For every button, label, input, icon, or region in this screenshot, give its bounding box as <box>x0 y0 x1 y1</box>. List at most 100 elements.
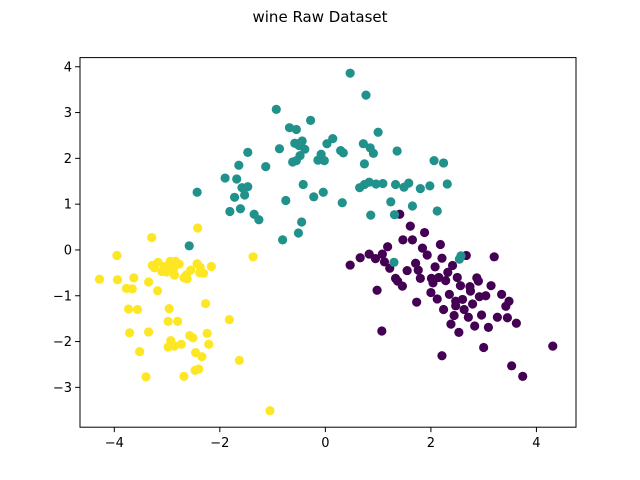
x-tick-label: −2 <box>210 436 229 451</box>
scatter-point <box>144 327 154 337</box>
scatter-point <box>204 339 214 349</box>
scatter-point <box>456 251 466 261</box>
scatter-point <box>355 253 365 263</box>
scatter-point <box>465 282 475 292</box>
scatter-point <box>430 262 440 272</box>
y-tick-label: −1 <box>53 289 72 304</box>
scatter-point <box>473 276 483 286</box>
scatter-point <box>371 179 381 189</box>
scatter-point <box>224 314 234 325</box>
scatter-point <box>163 342 173 352</box>
scatter-point <box>481 291 491 301</box>
scatter-point <box>309 192 319 202</box>
scatter-point <box>112 250 122 261</box>
scatter-point <box>402 265 412 276</box>
scatter-point <box>377 326 387 336</box>
scatter-point <box>437 253 447 263</box>
scatter-point <box>434 272 444 283</box>
scatter-point <box>359 159 370 169</box>
scatter-point <box>297 217 307 227</box>
scatter-point <box>463 312 473 322</box>
scatter-point <box>417 243 428 253</box>
scatter-point <box>232 174 242 184</box>
scatter-point <box>163 316 173 326</box>
x-axis: −4 −2 0 2 4 <box>105 427 541 451</box>
scatter-point <box>198 268 209 278</box>
y-tick-label: −3 <box>53 381 72 396</box>
scatter-point <box>486 281 496 291</box>
scatter-point <box>441 276 451 286</box>
scatter-point <box>202 328 212 338</box>
scatter-point <box>254 215 264 225</box>
scatter-point <box>548 341 558 351</box>
scatter-point <box>358 139 368 149</box>
scatter-point <box>366 210 376 220</box>
scatter-point <box>449 310 459 321</box>
scatter-point <box>379 257 390 267</box>
scatter-point <box>293 228 304 238</box>
scatter-point <box>389 257 399 267</box>
scatter-point <box>271 104 281 114</box>
scatter-point <box>435 239 445 250</box>
scatter-point <box>451 301 461 311</box>
scatter-point <box>225 206 235 217</box>
scatter-point <box>192 187 202 197</box>
scatter-point <box>132 304 143 315</box>
scatter-point <box>197 352 207 362</box>
scatter-point <box>243 182 253 192</box>
scatter-point <box>459 304 469 315</box>
scatter-point <box>135 347 145 357</box>
scatter-point <box>200 298 211 309</box>
scatter-point <box>386 197 396 207</box>
scatter-point <box>123 304 134 314</box>
scatter-point <box>240 190 250 200</box>
scatter-point <box>426 287 436 298</box>
scatter-point <box>511 318 521 328</box>
scatter-point <box>378 178 388 189</box>
scatter-point <box>370 254 381 264</box>
scatter-point <box>141 372 151 382</box>
scatter-point <box>361 90 371 100</box>
scatter-point <box>318 187 328 197</box>
scatter-point <box>412 297 422 307</box>
scatter-point <box>489 252 499 262</box>
scatter-point <box>125 328 135 338</box>
scatter-point <box>345 260 355 270</box>
scatter-point <box>291 156 301 166</box>
scatter-point <box>373 127 383 137</box>
scatter-point <box>444 289 454 299</box>
scatter-point <box>173 316 183 326</box>
scatter-point <box>507 361 517 371</box>
scatter-point <box>337 198 347 208</box>
points-layer <box>94 68 558 416</box>
scatter-point <box>415 183 425 194</box>
scatter-point <box>274 144 285 154</box>
scatter-point <box>457 294 468 305</box>
scatter-point <box>147 232 157 243</box>
scatter-point <box>234 160 244 170</box>
scatter-point <box>398 235 408 245</box>
scatter-point <box>452 272 462 283</box>
scatter-point <box>455 281 466 291</box>
scatter-point <box>206 261 216 272</box>
scatter-point <box>190 365 200 376</box>
scatter-point <box>497 289 507 299</box>
scatter-point <box>243 147 253 157</box>
scatter-point <box>479 342 489 353</box>
scatter-point <box>235 204 246 214</box>
scatter-point <box>193 223 203 233</box>
scatter-point <box>129 273 139 283</box>
scatter-point <box>184 241 194 251</box>
scatter-point <box>365 143 375 153</box>
y-tick-label: 0 <box>64 243 72 258</box>
scatter-point <box>345 68 355 78</box>
scatter-point <box>230 192 240 202</box>
scatter-point <box>305 115 316 125</box>
scatter-point <box>364 249 374 259</box>
scatter-point <box>446 319 456 329</box>
scatter-point <box>442 179 452 189</box>
scatter-point <box>261 162 271 172</box>
chart-title: wine Raw Dataset <box>253 8 388 26</box>
scatter-point <box>438 158 449 168</box>
